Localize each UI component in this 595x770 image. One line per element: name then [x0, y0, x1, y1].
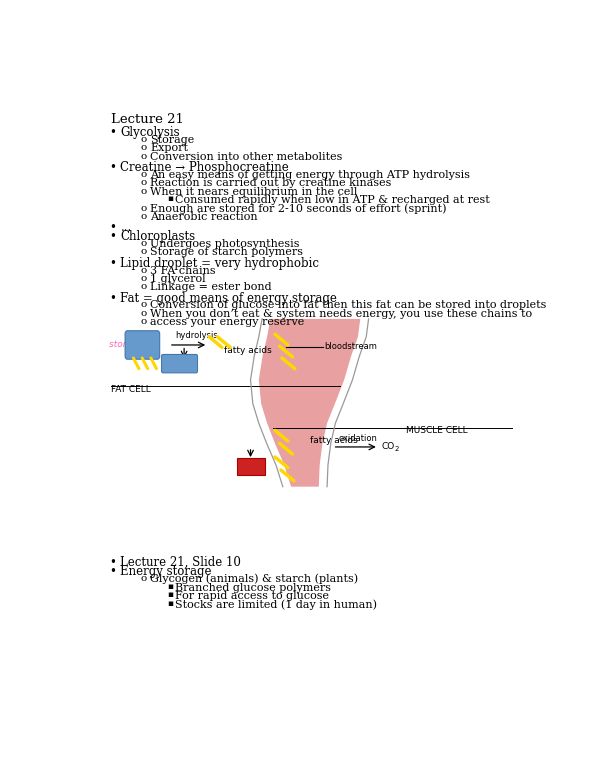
- Text: Lecture 21: Lecture 21: [111, 113, 184, 126]
- Text: MUSCLE CELL: MUSCLE CELL: [406, 427, 468, 435]
- Text: •: •: [109, 556, 116, 569]
- Text: FAT CELL: FAT CELL: [111, 385, 151, 393]
- Text: Undergoes photosynthesis: Undergoes photosynthesis: [151, 239, 300, 249]
- Text: •: •: [109, 161, 116, 174]
- Text: Lecture 21, Slide 10: Lecture 21, Slide 10: [121, 556, 242, 569]
- Text: 1 glycerol: 1 glycerol: [151, 274, 206, 284]
- Text: ▪: ▪: [168, 590, 174, 599]
- Text: •: •: [109, 221, 116, 234]
- Text: oxidation: oxidation: [338, 434, 377, 443]
- Text: Consumed rapidly when low in ATP & recharged at rest: Consumed rapidly when low in ATP & recha…: [175, 195, 490, 205]
- FancyBboxPatch shape: [161, 354, 198, 373]
- Polygon shape: [259, 319, 361, 487]
- Text: o: o: [140, 186, 146, 196]
- Text: •: •: [109, 126, 116, 139]
- Text: o: o: [140, 300, 146, 309]
- Text: Storage: Storage: [151, 135, 195, 145]
- Text: bloodstream: bloodstream: [324, 342, 377, 351]
- Text: Enough are stored for 2-10 seconds of effort (sprint): Enough are stored for 2-10 seconds of ef…: [151, 204, 447, 214]
- Text: An easy means of getting energy through ATP hydrolysis: An easy means of getting energy through …: [151, 170, 471, 180]
- Text: Lipid droplet = very hydrophobic: Lipid droplet = very hydrophobic: [121, 256, 320, 270]
- Text: Creatine → Phosphocreatine: Creatine → Phosphocreatine: [121, 161, 289, 174]
- Text: glycerol: glycerol: [163, 359, 196, 368]
- Text: hydrolysis: hydrolysis: [175, 331, 218, 340]
- Text: o: o: [140, 574, 146, 583]
- Text: •: •: [109, 256, 116, 270]
- Text: Fat = good means of energy storage: Fat = good means of energy storage: [121, 292, 337, 305]
- Text: ATP: ATP: [240, 461, 261, 471]
- Text: o: o: [140, 204, 146, 213]
- Text: Glycogen (animals) & starch (plants): Glycogen (animals) & starch (plants): [151, 574, 359, 584]
- Text: o: o: [140, 170, 146, 179]
- Text: o: o: [140, 213, 146, 221]
- Text: o: o: [140, 282, 146, 291]
- Text: o: o: [140, 135, 146, 144]
- Text: o: o: [140, 317, 146, 326]
- Text: o: o: [140, 239, 146, 248]
- Text: •: •: [109, 565, 116, 578]
- Text: access your energy reserve: access your energy reserve: [151, 317, 305, 327]
- Text: When it nears equilibrium in the cell: When it nears equilibrium in the cell: [151, 186, 358, 196]
- Text: o: o: [140, 143, 146, 152]
- Text: Reaction is carried out by creatine kinases: Reaction is carried out by creatine kina…: [151, 179, 392, 189]
- Text: Anaerobic reaction: Anaerobic reaction: [151, 213, 258, 223]
- FancyBboxPatch shape: [237, 458, 265, 475]
- Text: 3 FA chains: 3 FA chains: [151, 266, 216, 276]
- Text: Export: Export: [151, 143, 189, 153]
- Text: CO: CO: [381, 443, 394, 451]
- Text: Linkage = ester bond: Linkage = ester bond: [151, 282, 272, 292]
- Text: o: o: [140, 274, 146, 283]
- Text: ▪: ▪: [168, 581, 174, 591]
- Text: Chloroplasts: Chloroplasts: [121, 230, 196, 243]
- Text: o: o: [140, 247, 146, 256]
- Text: Conversion into other metabolites: Conversion into other metabolites: [151, 152, 343, 162]
- Text: For rapid access to glucose: For rapid access to glucose: [175, 591, 329, 601]
- Text: fatty acids: fatty acids: [224, 346, 272, 354]
- Text: ...: ...: [121, 221, 131, 234]
- Text: Storage of starch polymers: Storage of starch polymers: [151, 247, 303, 257]
- Text: •: •: [109, 230, 116, 243]
- Text: o: o: [140, 309, 146, 318]
- Text: 2: 2: [395, 447, 399, 452]
- Text: Branched glucose polymers: Branched glucose polymers: [175, 583, 331, 593]
- Text: Energy storage: Energy storage: [121, 565, 212, 578]
- Text: Stocks are limited (1 day in human): Stocks are limited (1 day in human): [175, 600, 377, 611]
- Text: o: o: [140, 266, 146, 275]
- Text: ▪: ▪: [168, 599, 174, 608]
- Text: fatty acids: fatty acids: [309, 437, 358, 445]
- Text: When you don’t eat & system needs energy, you use these chains to: When you don’t eat & system needs energy…: [151, 309, 533, 319]
- Text: stored fat: stored fat: [109, 340, 153, 349]
- Text: o: o: [140, 152, 146, 161]
- Text: ▪: ▪: [168, 194, 174, 203]
- Text: Conversion of glucose into fat then this fat can be stored into droplets: Conversion of glucose into fat then this…: [151, 300, 547, 310]
- Text: •: •: [109, 292, 116, 305]
- Text: Glycolysis: Glycolysis: [121, 126, 180, 139]
- Text: o: o: [140, 179, 146, 187]
- FancyBboxPatch shape: [125, 331, 159, 359]
